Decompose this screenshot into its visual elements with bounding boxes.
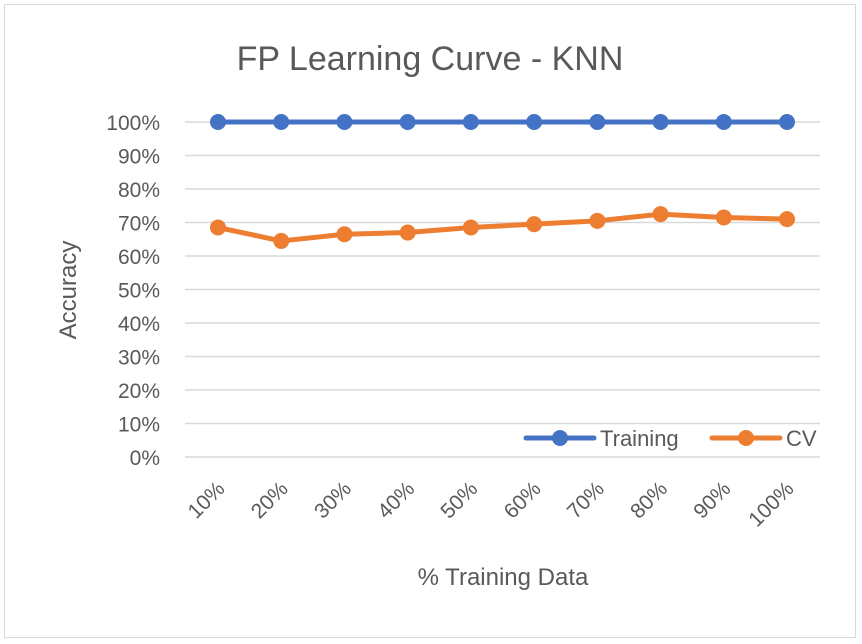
legend: Training CV [523, 426, 817, 451]
data-point-cv [589, 212, 606, 229]
data-point-training [210, 114, 226, 130]
data-point-cv [336, 226, 353, 243]
y-axis-ticks: 0% 10% 20% 30% 40% 50% 60% 70% 80% 90% 100% [106, 112, 160, 470]
x-tick-label: 90% [689, 477, 735, 523]
y-tick-label: 30% [118, 347, 160, 370]
data-point-cv [715, 209, 732, 226]
data-point-cv [399, 224, 416, 241]
legend-marker-training [552, 430, 568, 446]
data-point-cv [210, 219, 226, 236]
x-tick-label: 10% [184, 477, 230, 523]
data-point-training [399, 114, 416, 130]
data-point-training [462, 114, 479, 130]
data-point-training [779, 114, 795, 130]
data-point-cv [462, 219, 479, 236]
y-tick-label: 90% [118, 146, 160, 169]
series-layer [210, 114, 795, 249]
data-point-cv [779, 211, 795, 228]
data-point-training [589, 114, 606, 130]
data-point-cv [652, 206, 669, 223]
x-tick-label: 80% [626, 477, 672, 523]
x-axis-ticks: 10% 20% 30% 40% 50% 60% 70% 80% 90% 100% [184, 477, 799, 531]
y-tick-label: 100% [106, 112, 160, 135]
legend-label-cv: CV [786, 426, 817, 451]
data-point-training [273, 114, 290, 130]
chart-title: FP Learning Curve - KNN [237, 40, 624, 78]
y-tick-label: 50% [118, 280, 160, 303]
x-tick-label: 60% [500, 477, 546, 523]
data-point-cv [273, 232, 290, 249]
y-tick-label: 40% [118, 313, 160, 336]
y-tick-label: 70% [118, 213, 160, 236]
series-line-cv [215, 211, 790, 244]
y-tick-label: 60% [118, 246, 160, 269]
y-tick-label: 10% [118, 414, 160, 437]
x-tick-label: 30% [310, 477, 356, 523]
chart-frame [4, 4, 856, 638]
x-tick-label: 100% [744, 477, 798, 531]
y-tick-label: 80% [118, 179, 160, 202]
y-axis-title: Accuracy [55, 241, 82, 340]
x-tick-label: 20% [247, 477, 293, 523]
data-point-cv [526, 216, 543, 233]
data-point-training [526, 114, 543, 130]
gridlines [185, 121, 820, 458]
x-tick-label: 40% [373, 477, 419, 523]
data-point-training [715, 114, 732, 130]
data-point-training [336, 114, 353, 130]
y-tick-label: 0% [130, 447, 160, 470]
legend-label-training: Training [600, 426, 679, 451]
x-tick-label: 50% [436, 477, 482, 523]
legend-marker-cv [738, 430, 754, 446]
data-point-training [652, 114, 669, 130]
y-tick-label: 20% [118, 380, 160, 403]
x-axis-title: % Training Data [418, 564, 589, 591]
x-tick-label: 70% [563, 477, 609, 523]
